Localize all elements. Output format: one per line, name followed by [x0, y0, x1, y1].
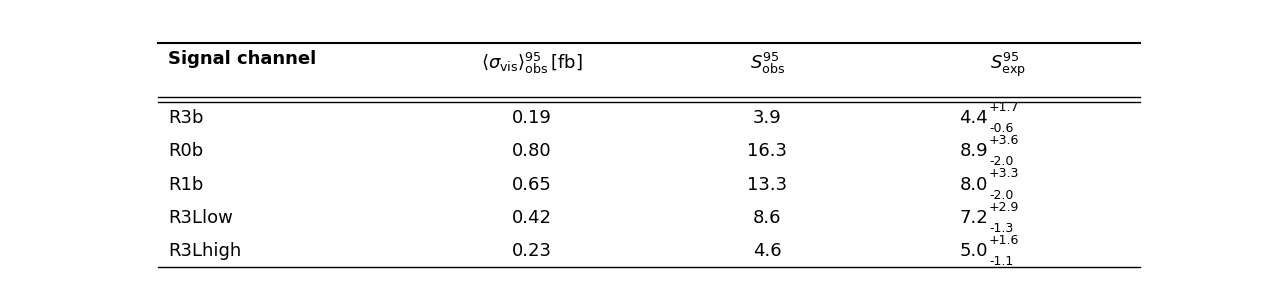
Text: $S_{\mathrm{exp}}^{95}$: $S_{\mathrm{exp}}^{95}$ [990, 50, 1026, 79]
Text: R3Llow: R3Llow [169, 209, 233, 227]
Text: +2.9: +2.9 [990, 201, 1020, 214]
Text: -0.6: -0.6 [990, 122, 1014, 135]
Text: R0b: R0b [169, 142, 204, 160]
Text: +1.6: +1.6 [990, 234, 1020, 247]
Text: R1b: R1b [169, 175, 204, 194]
Text: 8.6: 8.6 [753, 209, 782, 227]
Text: $S_{\mathrm{obs}}^{95}$: $S_{\mathrm{obs}}^{95}$ [750, 50, 784, 75]
Text: 4.4: 4.4 [959, 109, 988, 127]
Text: 7.2: 7.2 [959, 209, 988, 227]
Text: Signal channel: Signal channel [169, 50, 317, 68]
Text: 0.19: 0.19 [512, 109, 551, 127]
Text: -1.3: -1.3 [990, 222, 1014, 235]
Text: -1.1: -1.1 [990, 255, 1014, 268]
Text: 0.42: 0.42 [512, 209, 551, 227]
Text: -2.0: -2.0 [990, 155, 1014, 168]
Text: R3b: R3b [169, 109, 204, 127]
Text: 8.9: 8.9 [959, 142, 988, 160]
Text: $\langle\sigma_{\mathrm{vis}}\rangle_{\mathrm{obs}}^{95}\,[\mathrm{fb}]$: $\langle\sigma_{\mathrm{vis}}\rangle_{\m… [480, 50, 583, 75]
Text: 0.80: 0.80 [512, 142, 551, 160]
Text: 16.3: 16.3 [748, 142, 787, 160]
Text: 4.6: 4.6 [753, 242, 782, 260]
Text: 0.65: 0.65 [512, 175, 551, 194]
Text: 13.3: 13.3 [748, 175, 787, 194]
Text: 5.0: 5.0 [959, 242, 988, 260]
Text: 0.23: 0.23 [512, 242, 551, 260]
Text: 3.9: 3.9 [753, 109, 782, 127]
Text: 8.0: 8.0 [959, 175, 988, 194]
Text: R3Lhigh: R3Lhigh [169, 242, 242, 260]
Text: +3.3: +3.3 [990, 168, 1020, 180]
Text: -2.0: -2.0 [990, 188, 1014, 201]
Text: +1.7: +1.7 [990, 101, 1020, 114]
Text: +3.6: +3.6 [990, 134, 1020, 147]
